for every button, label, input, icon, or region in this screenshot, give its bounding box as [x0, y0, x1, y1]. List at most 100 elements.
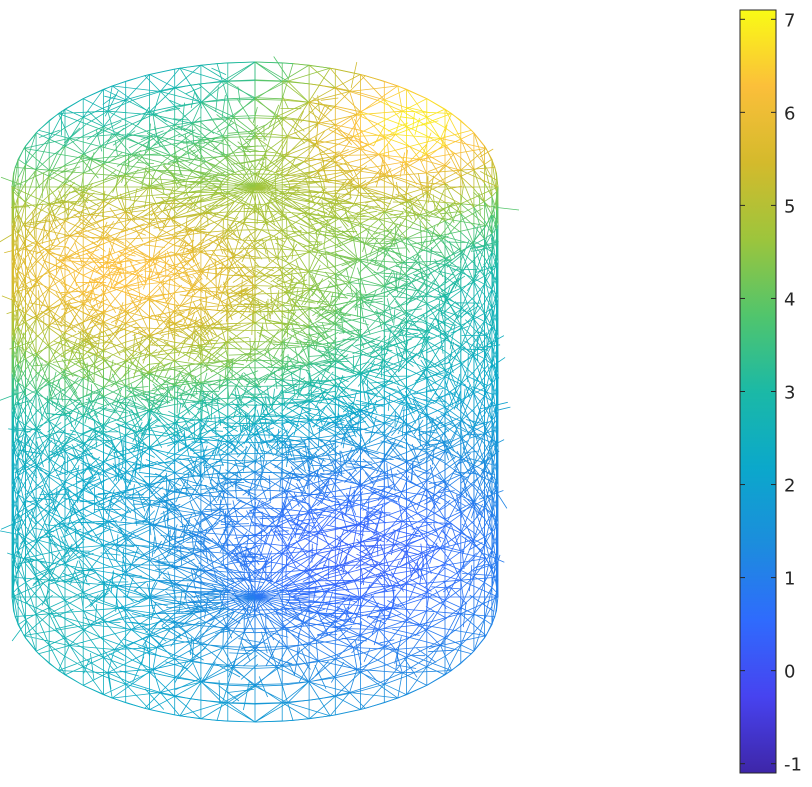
mesh-edge-group — [426, 98, 452, 114]
mesh-edge-group — [13, 181, 349, 341]
mesh-edge-group — [13, 176, 334, 378]
mesh-edge-group — [25, 145, 409, 401]
mesh-edge-group — [35, 75, 493, 315]
mesh-edge-group — [383, 99, 407, 127]
mesh-edge-group — [356, 85, 475, 165]
mesh-edge-group — [48, 191, 256, 349]
mesh-edge-group — [384, 303, 407, 312]
mesh-edge-group — [299, 563, 446, 614]
mesh-edge-group — [77, 239, 446, 400]
colorbar-tick-label: 5 — [784, 196, 795, 217]
mesh-edge-group — [131, 388, 446, 658]
mesh-edge-group — [35, 154, 132, 385]
mesh-edge-group — [103, 391, 461, 630]
mesh-edge-group — [169, 415, 428, 666]
mesh-edge-group — [426, 145, 446, 155]
mesh-edge-group — [168, 176, 367, 364]
mesh-edge-group — [223, 464, 499, 662]
mesh-edge-group — [444, 257, 493, 296]
mesh-edge-group — [272, 196, 493, 360]
mesh-edge-group — [254, 98, 446, 311]
mesh-edge-group — [13, 81, 446, 407]
mesh-edge-group — [49, 265, 485, 426]
mesh-edge-group — [11, 108, 499, 436]
mesh-edge-group — [82, 290, 462, 435]
mesh-edge-group — [103, 64, 407, 368]
mesh-edge-group — [406, 107, 427, 118]
mesh-edge-group — [131, 154, 157, 171]
mesh-edge-group — [254, 98, 347, 344]
mesh-edge-group — [154, 437, 475, 685]
mesh-edge-group — [226, 170, 385, 273]
mesh-edge-group — [309, 288, 336, 294]
mesh-edge-group — [360, 111, 462, 165]
mesh-edge-group — [353, 118, 369, 144]
mesh-edge-group — [367, 144, 379, 155]
mesh-edge-group — [188, 443, 497, 685]
mesh-edge-group — [420, 153, 454, 160]
mesh-edge-group — [282, 635, 487, 673]
mesh-edge-group — [83, 130, 475, 380]
mesh-edge-group — [17, 151, 497, 391]
mesh-edge-group — [268, 389, 283, 412]
mesh-edge-group — [289, 591, 324, 598]
mesh-edge-group — [406, 144, 427, 155]
mesh-edge-group — [48, 379, 229, 405]
mesh-edge-group — [397, 85, 403, 112]
mesh-edge-group — [113, 111, 446, 399]
mesh-edge-group — [25, 102, 493, 406]
mesh-edge-group — [275, 491, 452, 618]
mesh-edge-group — [339, 538, 385, 569]
mesh-edge-group — [48, 148, 345, 390]
mesh-edge-group — [125, 86, 452, 343]
mesh-edge-group — [149, 303, 446, 418]
mesh-edge-group — [11, 326, 499, 696]
mesh-edge-group — [386, 463, 389, 487]
mesh-edge-group — [25, 63, 493, 387]
mesh-edge-group — [25, 275, 37, 283]
mesh-edge-group — [6, 69, 499, 356]
mesh-edge-group — [391, 569, 421, 587]
mesh-edge-group — [125, 133, 385, 387]
mesh-edge-group — [11, 161, 475, 352]
mesh-edge-group — [11, 271, 493, 434]
mesh-edge-group — [121, 439, 124, 457]
mesh-edge-group — [13, 215, 256, 347]
mesh-edge-group — [402, 110, 424, 135]
mesh-edge-group — [395, 116, 428, 136]
mesh-edge-group — [103, 130, 407, 291]
mesh-edge-group — [384, 126, 407, 138]
mesh-edge-group — [282, 81, 310, 85]
mesh-edge-group — [17, 211, 269, 278]
mesh-edge-group — [249, 509, 475, 640]
mesh-edge-group — [17, 134, 407, 408]
mesh-edge-group — [17, 179, 355, 335]
mesh-edge-group — [395, 134, 441, 139]
mesh-edge-group — [17, 284, 499, 444]
mesh-edge-group — [268, 199, 305, 221]
mesh-edge-group — [369, 259, 387, 270]
mesh-edge-group — [64, 238, 154, 313]
mesh-edge-group — [166, 437, 331, 721]
mesh-edge-group — [81, 155, 379, 369]
mesh-edge-group — [118, 406, 485, 723]
mesh-edge-group — [142, 425, 499, 720]
mesh-edge-group — [286, 511, 438, 609]
mesh-edge-group — [243, 485, 475, 630]
mesh-edge-group — [25, 172, 446, 324]
mesh-edge-group — [49, 358, 235, 373]
colorbar-tick-label: -1 — [784, 755, 802, 776]
mesh-edge-group — [130, 118, 389, 402]
mesh-edge-group — [35, 228, 212, 295]
colorbar-tick-label: 1 — [784, 569, 795, 590]
mesh-edge-group — [35, 97, 283, 377]
colorbar-tick-label: 3 — [784, 383, 795, 404]
mesh-edge-group — [11, 169, 493, 363]
mesh-edge-group — [46, 170, 461, 371]
mesh-edge-group — [254, 275, 466, 406]
mesh-edge-group — [23, 336, 478, 686]
mesh-edge-group — [377, 99, 403, 112]
mesh-edge-group — [62, 56, 332, 394]
mesh-edge-group — [58, 124, 427, 314]
mesh-edge-group — [13, 157, 332, 360]
